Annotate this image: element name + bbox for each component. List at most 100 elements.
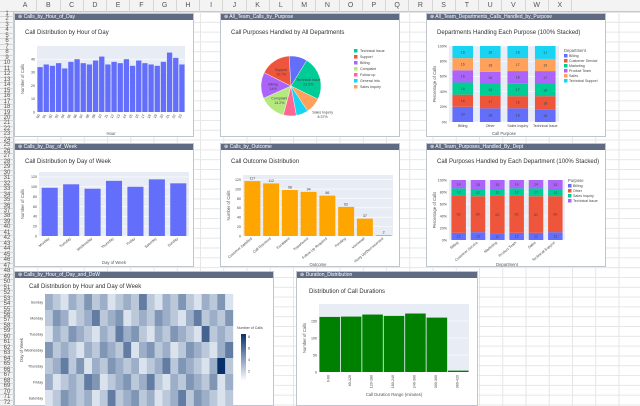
row-header-17[interactable]: 17	[0, 99, 14, 106]
row-header-39[interactable]: 39	[0, 219, 14, 226]
row-header-40[interactable]: 40	[0, 224, 14, 231]
column-header-f[interactable]: F	[130, 0, 154, 12]
row-header-31[interactable]: 31	[0, 175, 14, 182]
chart-panel-outcome[interactable]: ⊕ Calls_by_Outcome Call Outcome Distribu…	[220, 143, 400, 267]
column-header-s[interactable]: S	[433, 0, 456, 12]
row-header-14[interactable]: 14	[0, 82, 14, 89]
row-header-22[interactable]: 22	[0, 126, 14, 133]
row-header-62[interactable]: 62	[0, 345, 14, 352]
row-header-57[interactable]: 57	[0, 317, 14, 324]
row-header-34[interactable]: 34	[0, 192, 14, 199]
row-header-49[interactable]: 49	[0, 274, 14, 281]
row-header-26[interactable]: 26	[0, 148, 14, 155]
column-header-r[interactable]: R	[409, 0, 433, 12]
row-header-50[interactable]: 50	[0, 279, 14, 286]
column-header-d[interactable]: D	[84, 0, 107, 12]
chart-panel-heatmap[interactable]: ⊕ Calls_by_Hour_of_Day_and_DoW Call Dist…	[14, 271, 274, 406]
row-header-30[interactable]: 30	[0, 170, 14, 177]
row-header-58[interactable]: 58	[0, 323, 14, 330]
row-header-20[interactable]: 20	[0, 115, 14, 122]
row-header-64[interactable]: 64	[0, 356, 14, 363]
panel-tab-outcome[interactable]: ⊕ Calls_by_Outcome	[221, 144, 399, 150]
column-header-b[interactable]: B	[37, 0, 61, 12]
panel-tab-duration[interactable]: ⊕ Duration_Distribution	[297, 272, 477, 278]
column-header-q[interactable]: Q	[386, 0, 410, 12]
row-header-7[interactable]: 7	[0, 44, 14, 51]
row-header-27[interactable]: 27	[0, 153, 14, 160]
row-header-51[interactable]: 51	[0, 285, 14, 292]
row-header-69[interactable]: 69	[0, 383, 14, 390]
chart-panel-hour[interactable]: ⊕ Calls_by_Hour_of_Day Call Distribution…	[14, 13, 194, 137]
chart-panel-purpose-by-dept[interactable]: ⊕ All_Team_Purposes_Handled_By_Dept Call…	[426, 143, 606, 267]
row-header-29[interactable]: 29	[0, 164, 14, 171]
row-header-38[interactable]: 38	[0, 213, 14, 220]
row-header-6[interactable]: 6	[0, 38, 14, 45]
row-header-44[interactable]: 44	[0, 246, 14, 253]
column-header-h[interactable]: H	[177, 0, 200, 12]
row-header-33[interactable]: 33	[0, 186, 14, 193]
row-header-2[interactable]: 2	[0, 16, 14, 23]
row-header-48[interactable]: 48	[0, 268, 14, 275]
row-header-41[interactable]: 41	[0, 230, 14, 237]
chart-panel-dept-by-purpose[interactable]: ⊕ All_Team_Departments_Calls_Handled_by_…	[426, 13, 606, 137]
row-header-46[interactable]: 46	[0, 257, 14, 264]
column-header-n[interactable]: N	[316, 0, 340, 12]
column-header-o[interactable]: O	[340, 0, 363, 12]
row-header-1[interactable]: 1	[0, 11, 14, 18]
row-header-8[interactable]: 8	[0, 49, 14, 56]
column-header-g[interactable]: G	[154, 0, 177, 12]
panel-tab-purpose-by-dept[interactable]: ⊕ All_Team_Purposes_Handled_By_Dept	[427, 144, 605, 150]
row-header-3[interactable]: 3	[0, 22, 14, 29]
row-header-32[interactable]: 32	[0, 181, 14, 188]
column-header-t[interactable]: T	[456, 0, 479, 12]
panel-tab-heatmap[interactable]: ⊕ Calls_by_Hour_of_Day_and_DoW	[15, 272, 273, 278]
row-header-21[interactable]: 21	[0, 120, 14, 127]
chart-panel-dow[interactable]: ⊕ Calls_by_Day_of_Week Call Distribution…	[14, 143, 194, 267]
row-header-35[interactable]: 35	[0, 197, 14, 204]
row-header-23[interactable]: 23	[0, 131, 14, 138]
column-header-w[interactable]: W	[526, 0, 549, 12]
row-header-12[interactable]: 12	[0, 71, 14, 78]
row-header-71[interactable]: 71	[0, 394, 14, 401]
row-header-5[interactable]: 5	[0, 33, 14, 40]
row-header-24[interactable]: 24	[0, 137, 14, 144]
column-header-l[interactable]: L	[270, 0, 293, 12]
row-header-67[interactable]: 67	[0, 372, 14, 379]
column-header-m[interactable]: M	[293, 0, 317, 12]
row-header-63[interactable]: 63	[0, 350, 14, 357]
column-header-a[interactable]: A	[14, 0, 38, 12]
panel-tab-hour[interactable]: ⊕ Calls_by_Hour_of_Day	[15, 14, 193, 20]
column-header-p[interactable]: P	[363, 0, 386, 12]
row-header-25[interactable]: 25	[0, 142, 14, 149]
panel-tab-dept-by-purpose[interactable]: ⊕ All_Team_Departments_Calls_Handled_by_…	[427, 14, 605, 20]
row-header-42[interactable]: 42	[0, 235, 14, 242]
row-header-70[interactable]: 70	[0, 389, 14, 396]
row-header-53[interactable]: 53	[0, 296, 14, 303]
row-header-59[interactable]: 59	[0, 328, 14, 335]
chart-panel-purpose[interactable]: ⊕ All_Team_Calls_by_Purpose Call Purpose…	[220, 13, 400, 137]
row-header-18[interactable]: 18	[0, 104, 14, 111]
row-header-61[interactable]: 61	[0, 339, 14, 346]
row-header-55[interactable]: 55	[0, 307, 14, 313]
row-header-37[interactable]: 37	[0, 208, 14, 215]
column-header-i[interactable]: I	[200, 0, 224, 12]
column-header-e[interactable]: E	[107, 0, 131, 12]
row-header-36[interactable]: 36	[0, 203, 14, 209]
panel-tab-purpose[interactable]: ⊕ All_Team_Calls_by_Purpose	[221, 14, 399, 20]
column-header-v[interactable]: V	[502, 0, 526, 12]
row-header-43[interactable]: 43	[0, 241, 14, 248]
row-header-56[interactable]: 56	[0, 312, 14, 319]
column-header-u[interactable]: U	[479, 0, 503, 12]
column-header-c[interactable]: C	[61, 0, 84, 12]
column-header-k[interactable]: K	[247, 0, 270, 12]
row-header-72[interactable]: 72	[0, 400, 14, 406]
row-header-45[interactable]: 45	[0, 252, 14, 259]
row-header-10[interactable]: 10	[0, 60, 14, 67]
row-header-19[interactable]: 19	[0, 110, 14, 116]
row-header-9[interactable]: 9	[0, 55, 14, 62]
chart-panel-duration[interactable]: ⊕ Duration_Distribution Distribution of …	[296, 271, 478, 406]
row-header-65[interactable]: 65	[0, 361, 14, 368]
row-header-4[interactable]: 4	[0, 27, 14, 34]
panel-tab-dow[interactable]: ⊕ Calls_by_Day_of_Week	[15, 144, 193, 150]
column-header-j[interactable]: J	[223, 0, 247, 12]
